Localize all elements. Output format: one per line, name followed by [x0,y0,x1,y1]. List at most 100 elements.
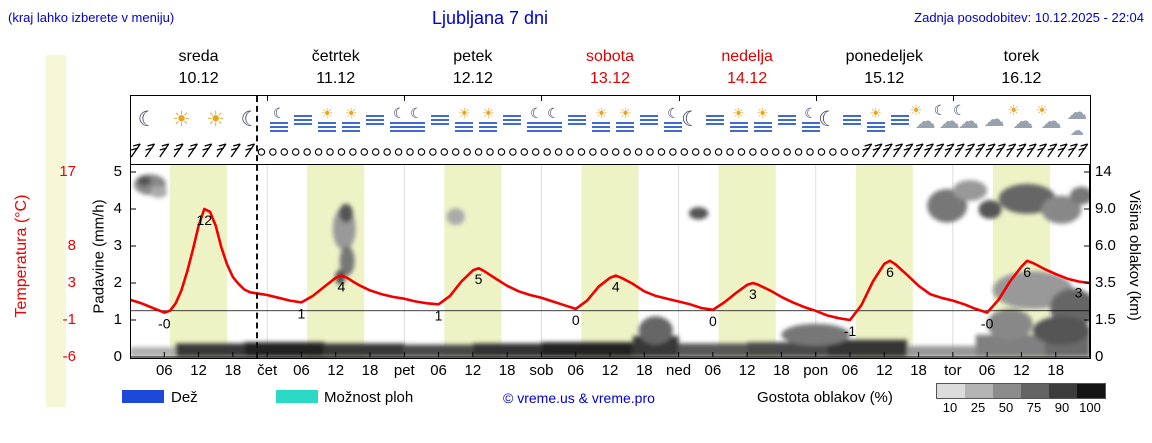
cloud-icon: ☁ [983,107,1005,131]
sun-cloud-icon: ☀ ☁ [1007,103,1034,133]
temperature-value-label: 6 [886,264,894,280]
wind-barb [954,143,965,158]
sun-icon: ☀ [1007,102,1020,118]
x-hour-label: 06 [293,362,310,379]
daytime-band [581,165,639,357]
fog-sun-icon: ☀ [727,106,751,132]
x-hour-label: 12 [601,362,619,379]
calm-wind-circle [543,148,551,156]
day-icons: ☾ ☀ ☀ ☁ ☾ ☁ [816,97,960,141]
fog-lines [753,122,772,132]
calm-wind-circle [554,148,563,156]
calm-wind-circle [383,148,391,156]
daytime-band [718,165,776,357]
temperature-value-label: 1 [298,305,306,321]
precipitation-axis-title: Padavine (mm/h) [90,199,108,314]
sun-icon: ☀ [756,105,769,121]
x-hour-label: 12 [875,362,893,379]
wind-barb [144,143,156,158]
density-tick: 50 [998,400,1014,415]
temperature-curve [130,207,1090,322]
cloud-icon: ☁ [914,110,936,133]
wind-barb [995,143,1006,158]
moon-icon: ☾ [681,107,700,131]
rain-legend-swatch [122,390,164,403]
fog-icon [775,113,799,125]
cloud-icon: ☁ [1040,110,1062,133]
sun-icon: ☀ [458,105,471,121]
calm-wind-circle [257,148,266,156]
calm-wind-circle [611,148,620,156]
calm-wind-circle [829,148,837,156]
temperature-value-label: 3 [1075,285,1083,301]
temperature-value-label: -0 [158,316,171,332]
day-header: sobota 13.12 [541,46,678,90]
calm-wind-circle [394,148,403,156]
day-header: sreda 10.12 [130,46,267,90]
fog-icon [637,113,661,125]
temperature-value-label: 5 [475,271,483,287]
calm-wind-circle [451,148,460,156]
fog-lines [890,115,909,125]
x-hour-label: 06 [567,362,585,379]
last-updated: Zadnja posodobitev: 10.12.2025 - 22:04 [914,10,1144,25]
calm-wind-circle [497,148,506,156]
fog-moon-icon: ☾ [387,106,411,132]
x-day-abbrev: tor [944,362,962,379]
wind-barb [872,143,883,158]
fog-lines [407,122,426,132]
axis-tick-label: 1.5 [1095,311,1116,328]
sun-icon: ☀ [172,107,191,131]
axis-tick-label: 8 [67,237,76,254]
temperature-value-label: 12 [196,212,212,228]
axis-tick-label: -6 [62,348,76,365]
density-tick: 90 [1054,400,1070,415]
daytime-band [444,165,502,357]
x-hour-label: 18 [773,362,790,379]
calm-wind-circle [783,148,791,156]
day-date: 16.12 [1001,70,1042,87]
axis-tick-label: 9.0 [1095,200,1116,217]
day-date: 14.12 [727,70,768,87]
cloud-moon-icon: ☾ ☁ [934,103,961,132]
calm-wind-circle [303,148,311,156]
fog-icon [888,113,912,125]
fog-sun-icon: ☀ [864,106,888,132]
calm-wind-circle [851,148,860,156]
temperature-value-label: 4 [338,279,346,295]
calm-wind-circle [314,148,323,156]
fog-moon-icon: ☾ [661,106,685,132]
page-title: Ljubljana 7 dni [431,8,549,28]
wind-barb [862,143,873,158]
x-hour-label: 06 [704,362,722,379]
sun-icon: ☀ [344,105,358,121]
calm-wind-circle [600,148,609,156]
day-icons: ☾ ☀ ☀ ☾ [679,97,820,141]
fog-icon [703,113,727,125]
calm-wind-circle [794,148,803,156]
wind-barb [923,143,934,158]
calm-wind-circle [269,148,277,156]
fog-lines [842,115,861,125]
meteogram-chart: -0 12 1 4 1 5 0 4 0 3 -1 6 -0 6 3 [130,164,1090,358]
calm-wind-circle [737,148,746,156]
day-header: petek 12.12 [404,46,541,90]
axis-tick-label: 5 [113,163,122,180]
sun-cloud-combo: ☀ ☁ [1007,103,1034,133]
x-hour-label: 06 [155,362,173,379]
copyright-link[interactable]: © vreme.us & vreme.pro [503,390,655,406]
temperature-axis-title: Temperatura (°C) [13,194,30,318]
cloud-sun-combo: ☀ ☁ [1036,103,1063,133]
cloud-moon-combo: ☾ ☁ [934,103,961,132]
fog-icon [291,113,315,125]
cloud-icon: ☁ [1012,110,1034,133]
moon-icon: ☾ [410,105,423,121]
fog-lines [729,122,748,132]
cloud-layer [130,174,1090,357]
fog-lines [527,122,546,132]
wind-barb [1047,143,1058,158]
calm-wind-circle [531,148,540,156]
cloud-icon: ☁ [982,109,1006,130]
wind-barb [159,143,170,158]
day-name: torek [1003,48,1040,65]
